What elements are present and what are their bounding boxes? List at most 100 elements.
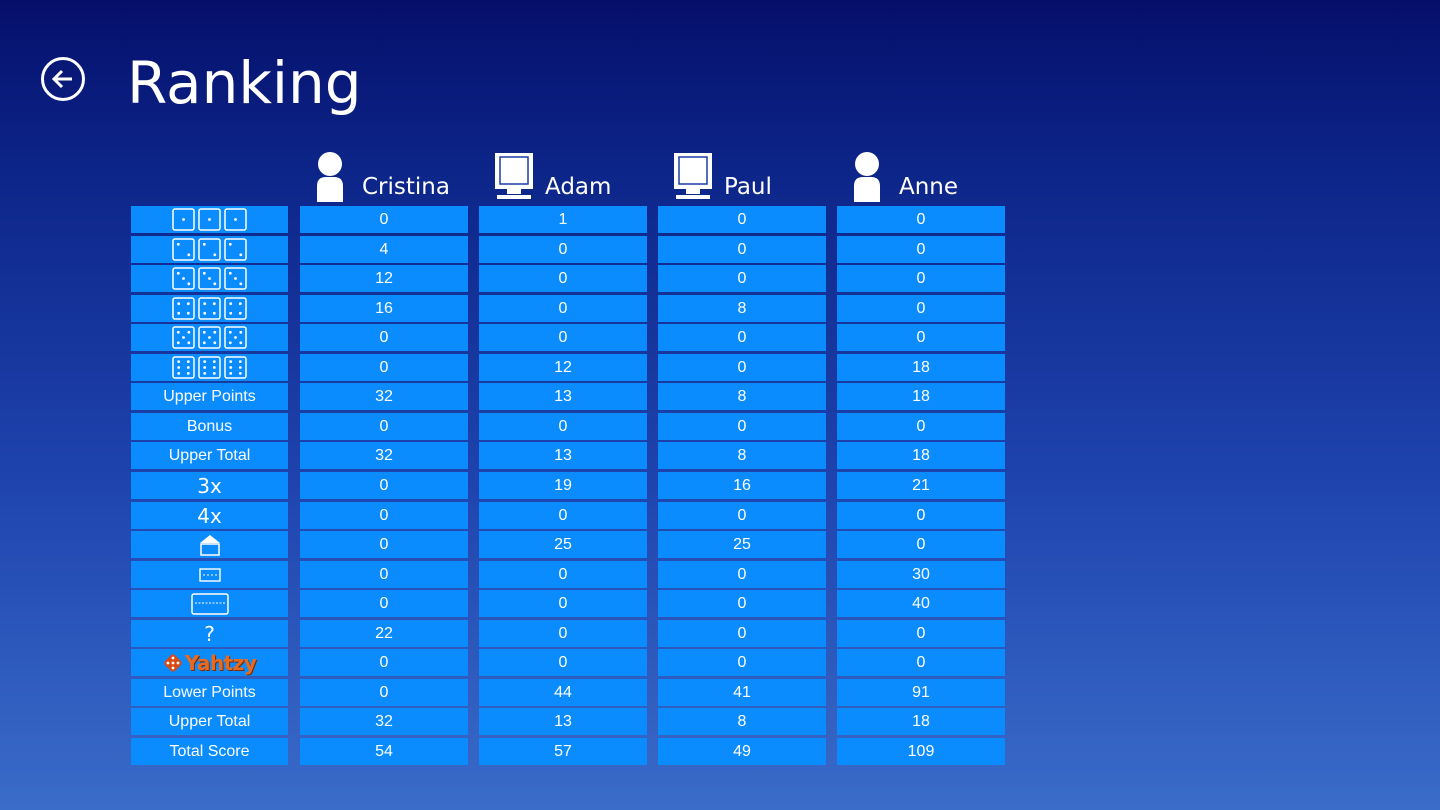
score-cell: 0 [837,413,1005,440]
category-small-straight [131,561,288,588]
score-cell: 8 [658,442,826,469]
score-cell: 57 [479,738,647,765]
category-label: Upper Points [163,387,256,405]
score-cell: 0 [300,472,468,499]
score-cell: 0 [300,590,468,617]
score-cell: 54 [300,738,468,765]
score-cell: 0 [837,295,1005,322]
score-cell: 0 [837,236,1005,263]
score-cell: 44 [479,679,647,706]
score-cell: 0 [837,265,1005,292]
player-name: Paul [724,174,772,200]
score-cell: 0 [300,413,468,440]
score-cell: 32 [300,383,468,410]
score-cell: 13 [479,442,647,469]
score-cell: 40 [837,590,1005,617]
score-cell: 0 [837,206,1005,233]
dice-one-icon [172,208,247,231]
score-cell: 0 [658,354,826,381]
category-label: Upper Total [168,446,251,464]
dice-five-icon [172,326,247,349]
score-cell: 0 [300,561,468,588]
score-cell: 8 [658,708,826,735]
score-cell: 0 [479,590,647,617]
score-cell: 0 [658,236,826,263]
score-cell: 18 [837,442,1005,469]
score-cell: 0 [300,649,468,676]
score-cell: 0 [658,502,826,529]
category-three-of-a-kind: 3x [131,472,288,499]
score-cell: 13 [479,708,647,735]
score-cell: 16 [300,295,468,322]
score-cell: 18 [837,354,1005,381]
score-cell: 8 [658,295,826,322]
category-fours [131,295,288,322]
score-cell: 0 [837,649,1005,676]
score-cell: 0 [837,620,1005,647]
score-cell: 12 [479,354,647,381]
back-arrow-icon [51,69,72,89]
large-straight-icon [190,592,229,615]
monitor-icon [674,153,712,199]
score-cell: 18 [837,383,1005,410]
category-threes [131,265,288,292]
score-cell: 41 [658,679,826,706]
person-icon [317,152,343,202]
small-straight-icon [198,567,221,582]
category-ones [131,206,288,233]
house-icon [199,534,220,556]
score-cell: 25 [479,531,647,558]
dice-three-icon [172,267,247,290]
score-cell: 0 [479,324,647,351]
score-cell: 0 [658,620,826,647]
score-cell: 0 [479,502,647,529]
score-cell: 0 [479,236,647,263]
score-cell: 0 [300,502,468,529]
page-title: Ranking [127,49,362,117]
score-cell: 18 [837,708,1005,735]
score-cell: 22 [300,620,468,647]
score-cell: 19 [479,472,647,499]
score-cell: 0 [837,531,1005,558]
category-sixes [131,354,288,381]
player-header: Anne [851,150,1011,204]
category-upper-total-2: Upper Total [131,708,288,735]
score-cell: 0 [837,502,1005,529]
category-full-house [131,531,288,558]
score-cell: 91 [837,679,1005,706]
category-label: Total Score [169,742,250,760]
back-button[interactable] [41,57,85,101]
category-twos [131,236,288,263]
score-cell: 0 [479,413,647,440]
category-upper-points: Upper Points [131,383,288,410]
score-cell: 0 [479,649,647,676]
score-cell: 0 [479,620,647,647]
score-cell: 0 [300,206,468,233]
player-header: Cristina [314,150,474,204]
score-cell: 0 [658,324,826,351]
score-cell: 0 [658,649,826,676]
score-cell: 0 [300,679,468,706]
category-label: Upper Total [168,712,251,730]
score-cell: 0 [300,354,468,381]
score-cell: 0 [479,561,647,588]
person-icon [854,152,880,202]
monitor-icon [495,153,533,199]
score-cell: 0 [658,590,826,617]
score-cell: 8 [658,383,826,410]
score-cell: 13 [479,383,647,410]
yahtzy-logo-icon: Yahtzy [163,651,257,675]
category-large-straight [131,590,288,617]
score-cell: 0 [658,206,826,233]
dice-six-icon [172,356,247,379]
score-cell: 30 [837,561,1005,588]
category-lower-points: Lower Points [131,679,288,706]
player-name: Anne [899,174,959,200]
score-cell: 12 [300,265,468,292]
score-cell: 0 [300,531,468,558]
category-label: 4x [197,503,222,528]
player-header: Adam [493,150,653,204]
score-cell: 0 [658,265,826,292]
score-cell: 25 [658,531,826,558]
dice-two-icon [172,238,247,261]
